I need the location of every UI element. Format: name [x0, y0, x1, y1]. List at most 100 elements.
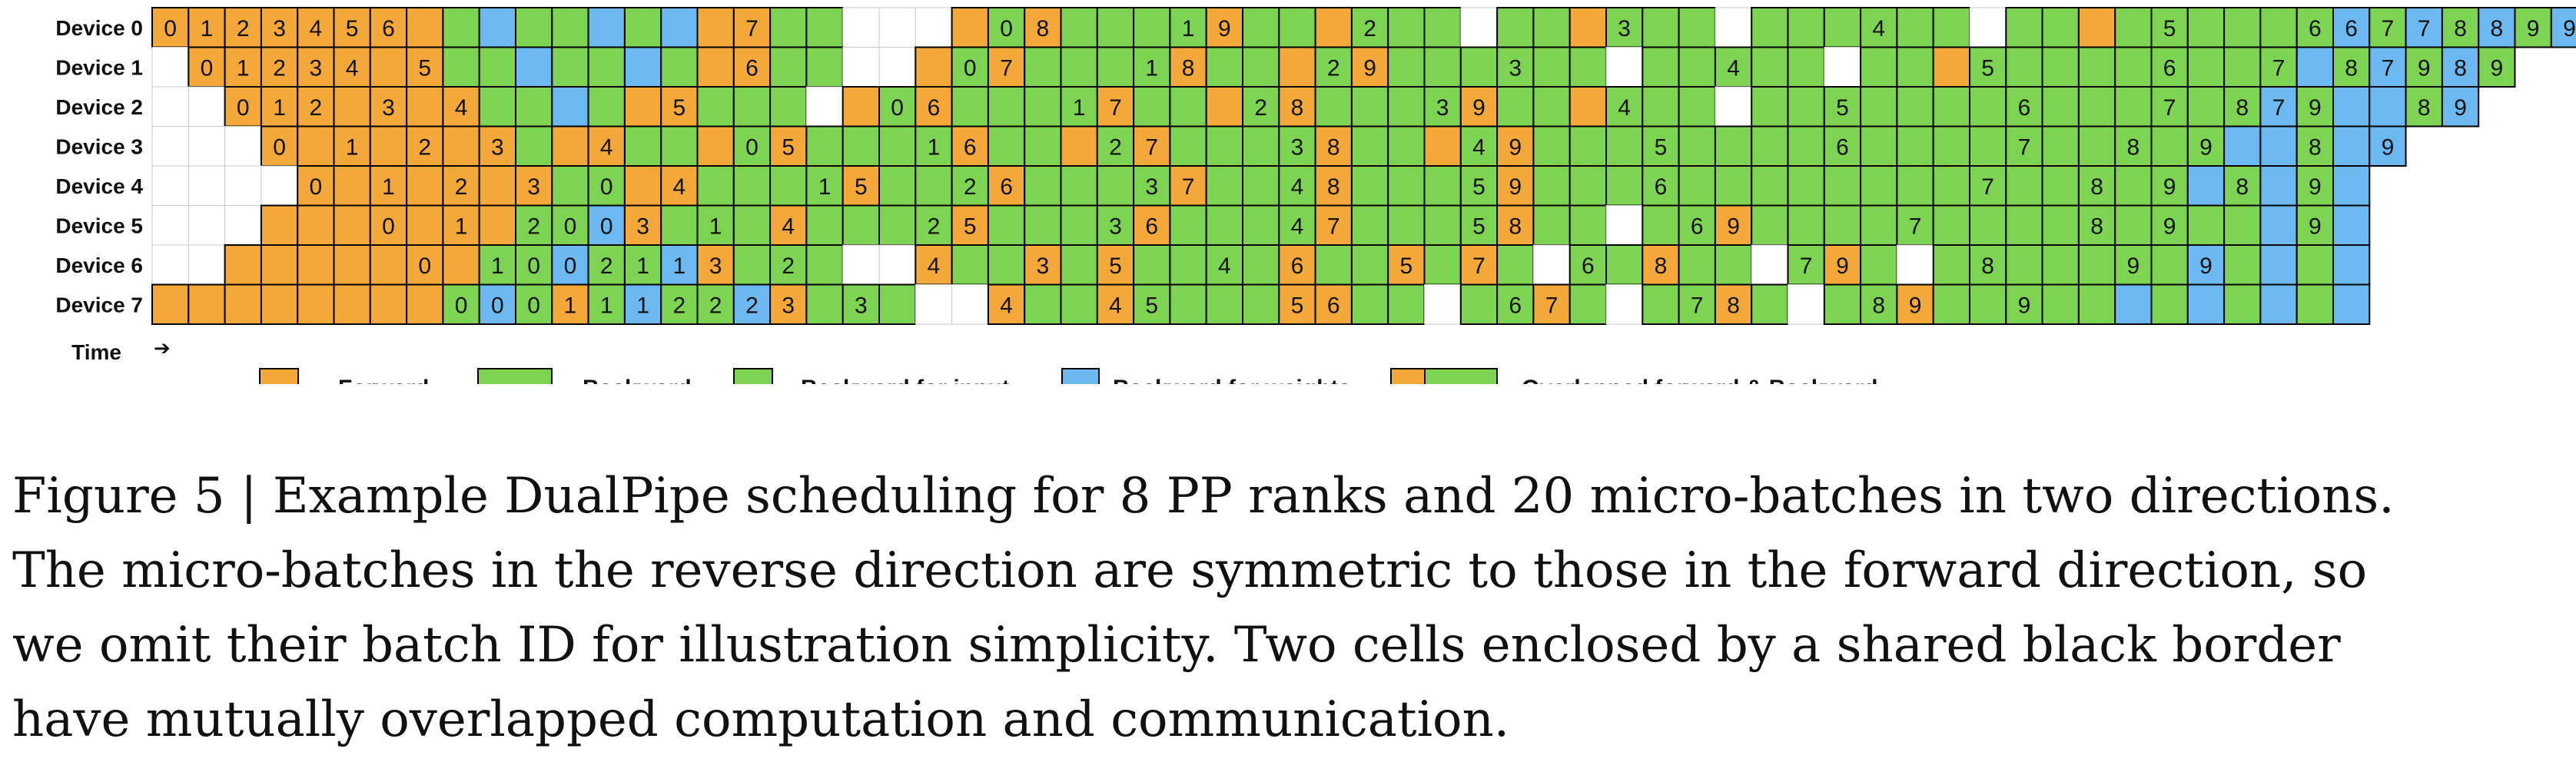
- schedule-cell: [551, 86, 589, 128]
- micro-batch-id: 3: [382, 95, 395, 121]
- schedule-cell: [1496, 7, 1535, 48]
- schedule-cell: [2077, 165, 2116, 207]
- micro-batch-id: 8: [2309, 134, 2322, 160]
- schedule-cell: [2332, 86, 2371, 128]
- schedule-cell: [260, 86, 299, 128]
- micro-batch-id: 6: [1291, 253, 1304, 279]
- schedule-cell: [1460, 7, 1498, 48]
- micro-batch-id: 4: [1000, 293, 1013, 318]
- schedule-cell: [2114, 86, 2153, 128]
- legend-swatch: [1061, 368, 1100, 384]
- schedule-cell: [369, 125, 408, 167]
- schedule-cell: [1278, 86, 1316, 128]
- schedule-cell: [623, 86, 662, 128]
- schedule-cell: [1423, 86, 1462, 128]
- schedule-cell: [1605, 7, 1644, 48]
- schedule-cell: [805, 204, 844, 246]
- schedule-cell: [1896, 86, 1934, 128]
- schedule-cell: [1823, 204, 1862, 246]
- micro-batch-id: 5: [1472, 214, 1486, 239]
- schedule-cell: [1169, 283, 1207, 325]
- micro-batch-id: 5: [782, 134, 795, 160]
- schedule-cell: [551, 7, 589, 48]
- schedule-cell: [1714, 165, 1753, 207]
- schedule-cell: [1133, 86, 1171, 128]
- schedule-cell: [2041, 244, 2080, 286]
- micro-batch-id: 1: [673, 253, 686, 279]
- schedule-cell: [1387, 86, 1426, 128]
- device-label: Device 3: [55, 134, 143, 158]
- schedule-cell: [660, 165, 699, 207]
- micro-batch-id: 2: [1327, 55, 1340, 81]
- schedule-cell: [478, 165, 517, 207]
- schedule-cell: [1205, 165, 1243, 207]
- schedule-cell: [333, 244, 371, 286]
- schedule-cell: [2186, 165, 2226, 207]
- schedule-cell: [1350, 125, 1389, 167]
- schedule-cell: [1423, 7, 1462, 48]
- schedule-cell: [1133, 7, 1171, 48]
- legend-swatch: [1390, 368, 1426, 384]
- micro-batch-id: 9: [2418, 55, 2431, 81]
- schedule-cell: [805, 283, 844, 325]
- micro-batch-id: 2: [782, 253, 795, 279]
- micro-batch-id: 9: [1836, 253, 1849, 279]
- schedule-cell: [188, 46, 226, 88]
- schedule-cell: [1896, 46, 1934, 88]
- schedule-cell: [1969, 7, 2007, 48]
- micro-batch-id: 5: [1836, 95, 1849, 121]
- schedule-cell: [297, 204, 335, 246]
- schedule-cell: [2332, 204, 2371, 246]
- schedule-cell: [1060, 46, 1098, 88]
- micro-batch-id: 6: [382, 16, 395, 41]
- micro-batch-id: 9: [2163, 214, 2176, 239]
- schedule-cell: [1860, 165, 1898, 207]
- schedule-cell: [2295, 125, 2334, 167]
- schedule-cell: [1278, 244, 1316, 286]
- schedule-cell: [842, 204, 880, 246]
- schedule-cell: [515, 46, 553, 88]
- micro-batch-id: 7: [2018, 134, 2031, 160]
- legend-label: Overlapped forward & Backward: [1522, 376, 1877, 384]
- schedule-cell: [2077, 244, 2116, 286]
- micro-batch-id: 6: [1509, 293, 1522, 318]
- micro-batch-id: 3: [709, 253, 722, 279]
- micro-batch-id: 7: [1691, 293, 1704, 318]
- micro-batch-id: 4: [1472, 134, 1486, 160]
- schedule-cell: [297, 244, 335, 286]
- schedule-cell: [2005, 46, 2043, 88]
- schedule-cell: [1969, 86, 2007, 128]
- schedule-cell: [1969, 283, 2007, 325]
- micro-batch-id: 7: [2418, 16, 2431, 41]
- micro-batch-id: 0: [491, 293, 504, 318]
- schedule-cell: [515, 86, 553, 128]
- schedule-cell: [2114, 46, 2153, 88]
- schedule-cell: [2223, 7, 2262, 48]
- schedule-cell: [333, 165, 371, 207]
- schedule-cell: [623, 244, 662, 286]
- schedule-cell: [2478, 7, 2516, 48]
- schedule-cell: [1678, 283, 1716, 325]
- schedule-cell: [2332, 165, 2371, 207]
- micro-batch-id: 8: [2454, 16, 2467, 41]
- schedule-cell: [333, 7, 371, 48]
- schedule-cell: [951, 244, 989, 286]
- schedule-cell: [2150, 125, 2189, 167]
- schedule-cell: [1496, 244, 1535, 286]
- micro-batch-id: 8: [1872, 293, 1885, 318]
- micro-batch-id: 5: [1655, 134, 1668, 160]
- schedule-cell: [1314, 165, 1353, 207]
- schedule-cell: [369, 244, 408, 286]
- schedule-cell: [1751, 283, 1789, 325]
- schedule-cell: [1678, 86, 1716, 128]
- schedule-cell: [1387, 7, 1426, 48]
- micro-batch-id: 5: [418, 55, 431, 81]
- micro-batch-id: 8: [2418, 95, 2431, 121]
- schedule-cell: [442, 86, 480, 128]
- schedule-cell: [2005, 204, 2043, 246]
- schedule-cell: [478, 46, 517, 88]
- schedule-cell: [1205, 7, 1243, 48]
- schedule-cell: [1496, 46, 1535, 88]
- micro-batch-id: 8: [2454, 55, 2467, 81]
- schedule-cell: [406, 204, 444, 246]
